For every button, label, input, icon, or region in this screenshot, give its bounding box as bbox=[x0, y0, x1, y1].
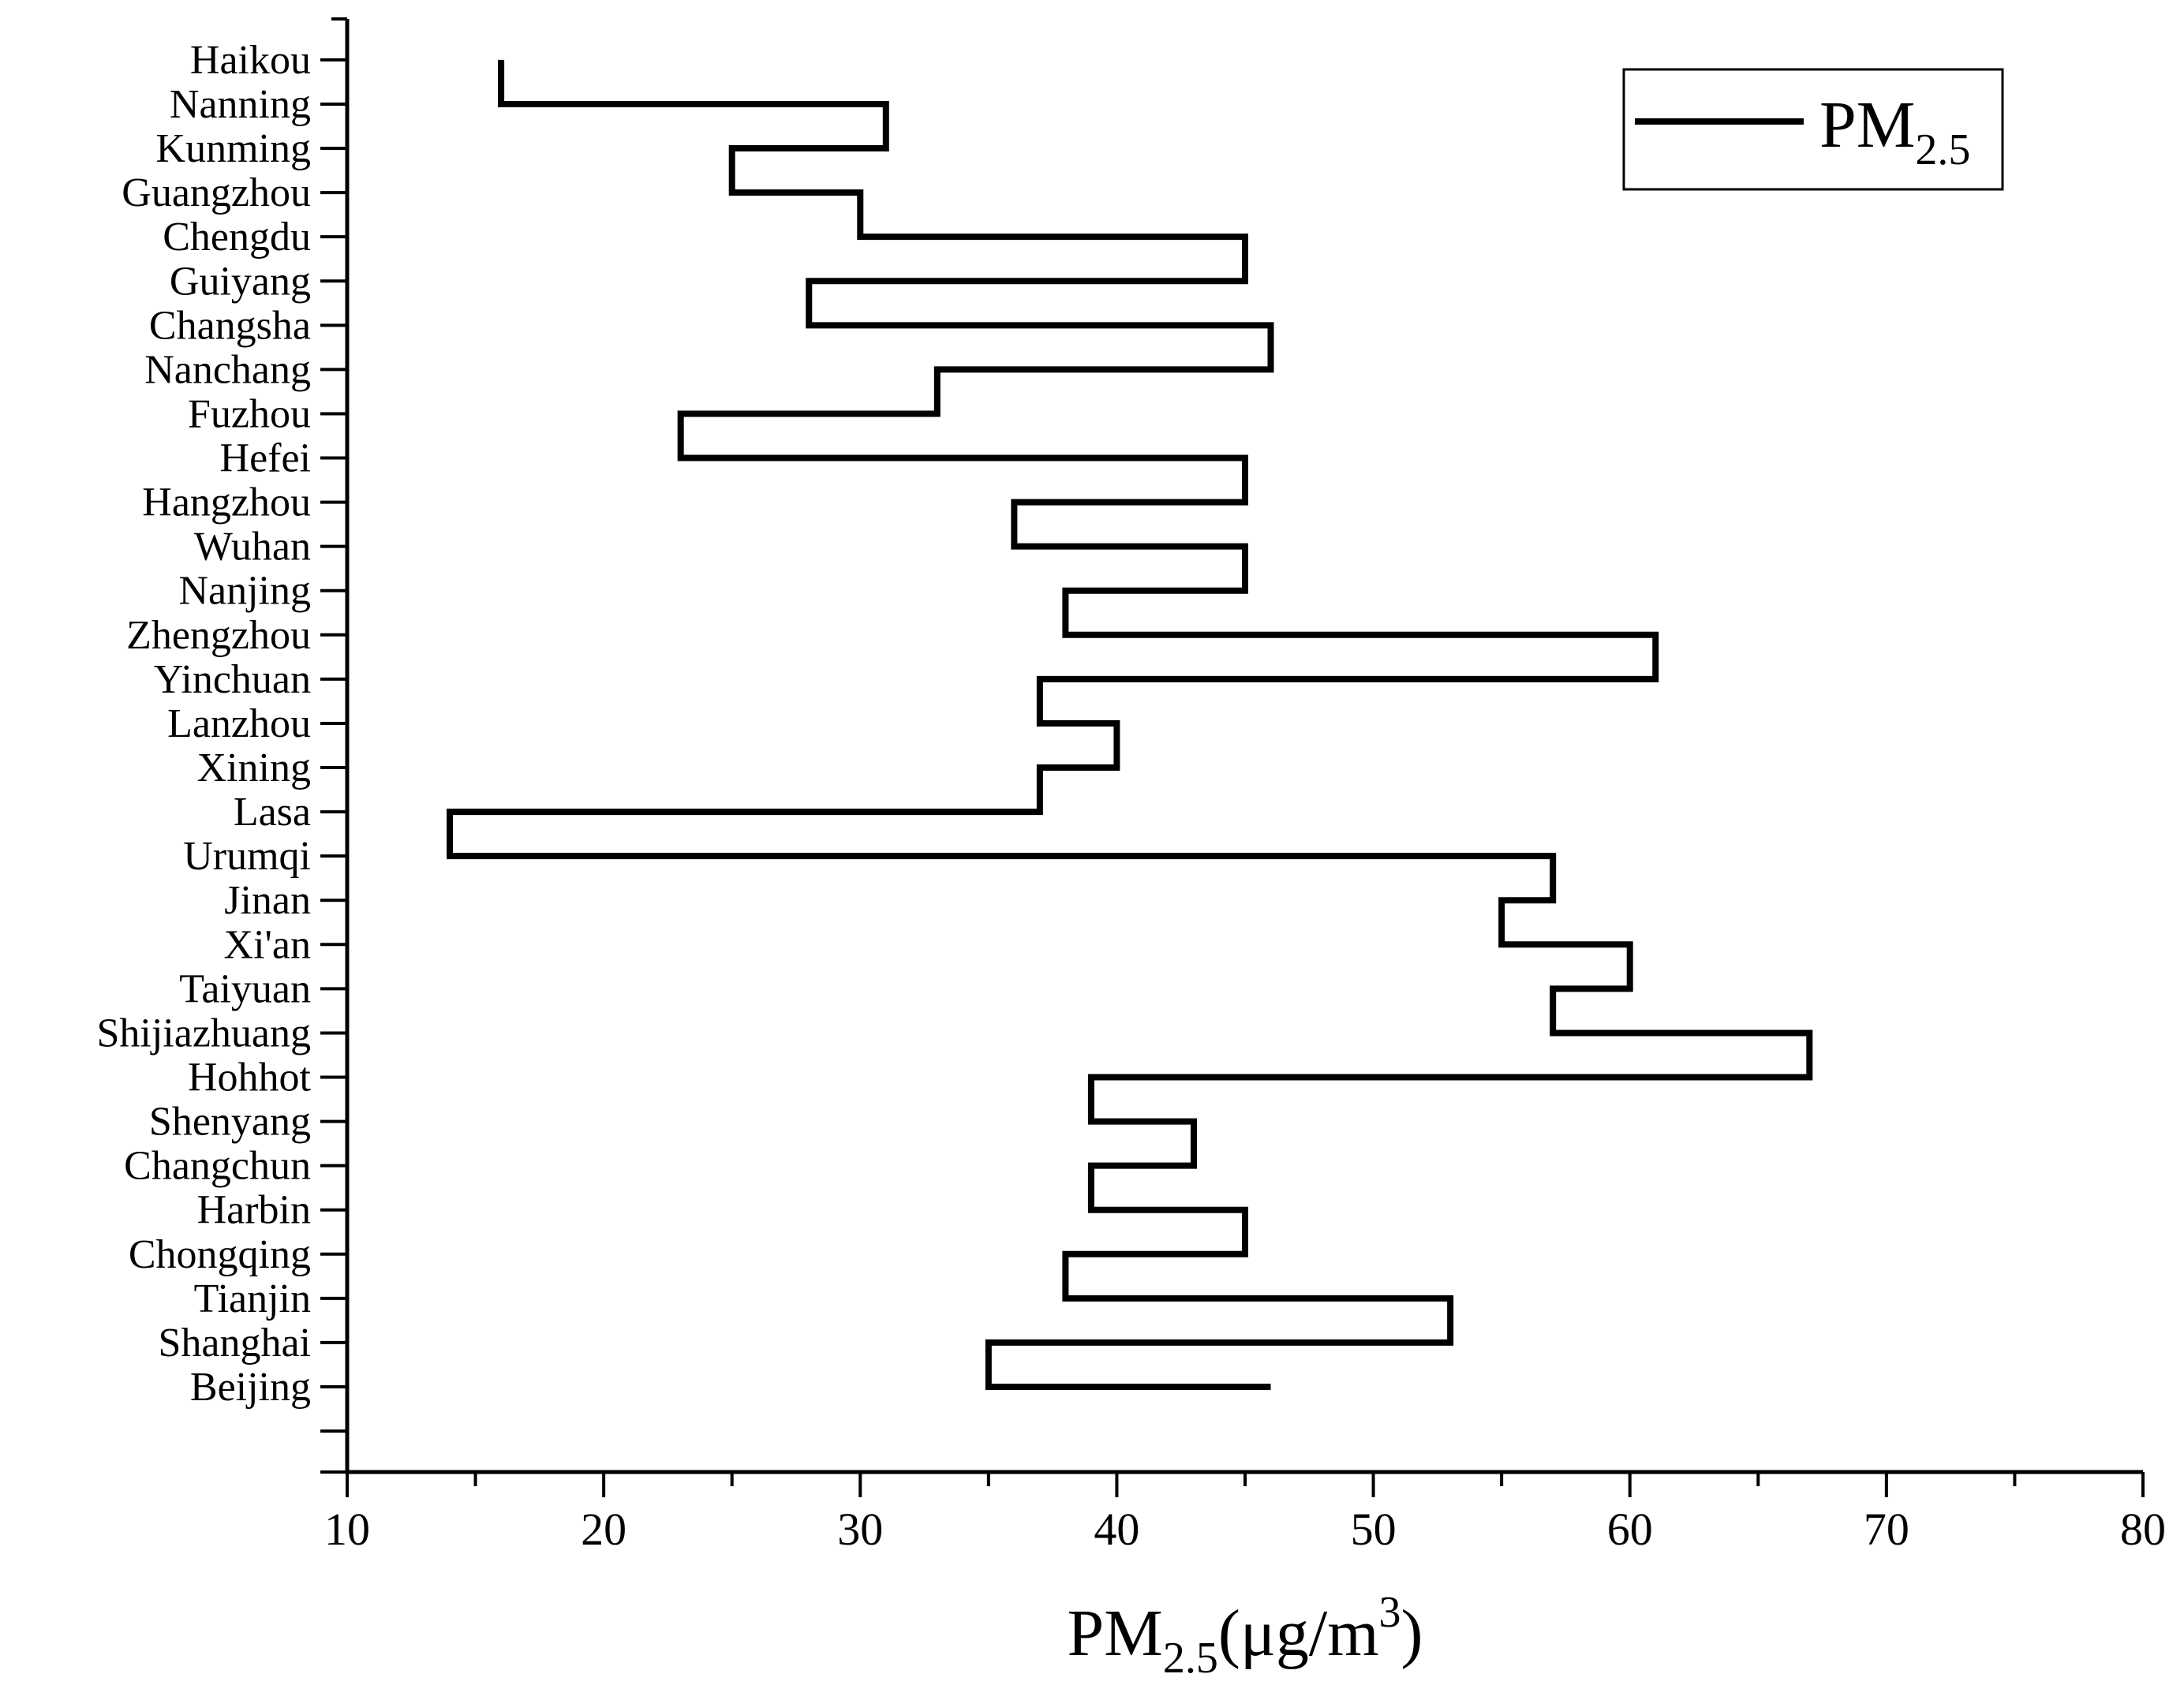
category-label: Fuzhou bbox=[188, 391, 311, 436]
category-label: Urumqi bbox=[183, 834, 311, 879]
axes bbox=[320, 17, 2145, 1497]
category-label: Zhengzhou bbox=[126, 613, 311, 658]
legend-label: PM2.5 bbox=[1819, 88, 1970, 174]
category-label: Haikou bbox=[190, 38, 311, 83]
legend: PM2.5 bbox=[1622, 68, 2004, 191]
category-label: Guangzhou bbox=[122, 170, 311, 215]
category-label: Xining bbox=[197, 745, 311, 790]
category-label: Jinan bbox=[224, 878, 311, 923]
category-label: Changsha bbox=[149, 303, 311, 348]
category-label: Xi'an bbox=[224, 922, 311, 967]
x-tick-label: 60 bbox=[1607, 1504, 1653, 1555]
category-label: Beijing bbox=[190, 1365, 311, 1410]
category-label: Shijiazhuang bbox=[96, 1011, 311, 1055]
category-label: Shenyang bbox=[149, 1100, 311, 1145]
category-label: Wuhan bbox=[194, 525, 311, 570]
category-label: Hefei bbox=[220, 436, 311, 481]
legend-box bbox=[1622, 68, 2004, 191]
category-label: Chongqing bbox=[129, 1232, 311, 1277]
category-label: Tianjin bbox=[194, 1276, 311, 1321]
x-tick-label: 20 bbox=[581, 1504, 626, 1555]
series-line-pm25 bbox=[447, 59, 1813, 1390]
category-label: Hohhot bbox=[188, 1055, 312, 1100]
category-label: Chengdu bbox=[163, 215, 311, 260]
category-label: Lasa bbox=[234, 790, 311, 835]
series-layer bbox=[447, 59, 1813, 1390]
category-label: Taiyuan bbox=[179, 966, 311, 1011]
labels: 10 20 30 40 50 60 70 80BeijingShanghaiTianjinCh… bbox=[96, 38, 2166, 1683]
x-axis-label: PM2.5(μg/m3) bbox=[1067, 1588, 1423, 1683]
category-label: Nanjing bbox=[178, 569, 311, 614]
category-label: Shanghai bbox=[158, 1321, 311, 1366]
category-label: Hangzhou bbox=[142, 480, 311, 525]
x-tick-label: 10 bbox=[324, 1504, 370, 1555]
category-label: Yinchuan bbox=[154, 657, 311, 702]
category-label: Changchun bbox=[124, 1144, 311, 1189]
x-tick-label: 70 bbox=[1864, 1504, 1909, 1555]
category-label: Harbin bbox=[197, 1188, 311, 1233]
x-tick-label: 50 bbox=[1351, 1504, 1397, 1555]
x-tick-label: 80 bbox=[2120, 1504, 2166, 1555]
category-label: Guiyang bbox=[170, 259, 311, 304]
x-tick-label: 30 bbox=[837, 1504, 883, 1555]
category-label: Nanning bbox=[170, 82, 311, 127]
category-label: Kunming bbox=[156, 126, 311, 171]
category-label: Nanchang bbox=[144, 347, 311, 392]
category-label: Lanzhou bbox=[167, 701, 311, 746]
x-tick-label: 40 bbox=[1094, 1504, 1139, 1555]
